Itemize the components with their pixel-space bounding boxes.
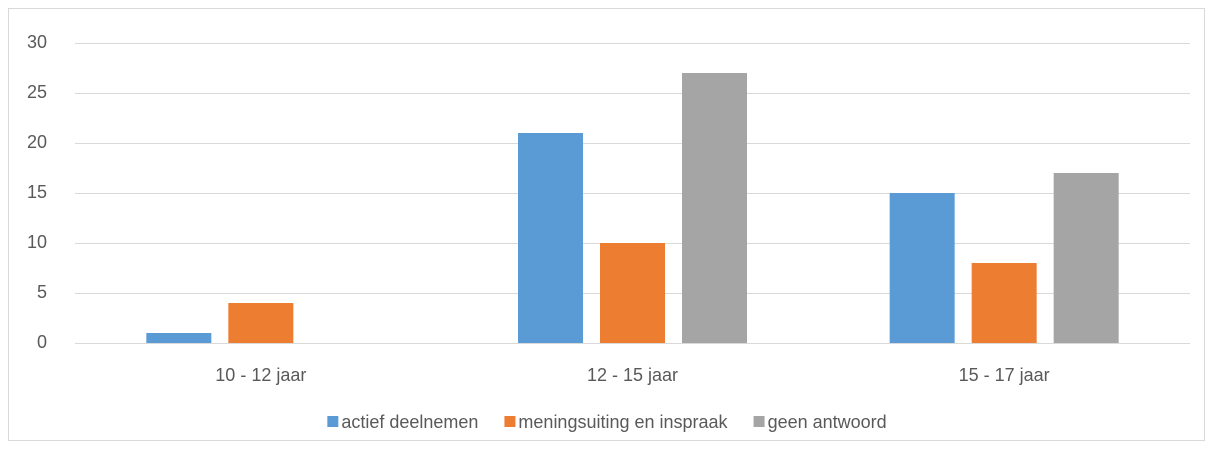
x-tick-label: 12 - 15 jaar <box>587 365 678 385</box>
bar <box>518 133 583 343</box>
y-tick-label: 0 <box>37 332 47 352</box>
legend-label: geen antwoord <box>768 412 887 432</box>
bar <box>682 73 747 343</box>
legend-swatch <box>504 416 516 427</box>
bar <box>1053 173 1119 343</box>
bar <box>228 303 294 343</box>
legend-label: meningsuiting en inspraak <box>518 412 728 432</box>
chart-border <box>8 8 1205 441</box>
legend-label: actief deelnemen <box>341 412 478 432</box>
y-tick-label: 15 <box>27 182 47 202</box>
y-tick-label: 25 <box>27 82 47 102</box>
bar <box>971 263 1037 343</box>
y-tick-label: 30 <box>27 32 47 52</box>
x-tick-label: 10 - 12 jaar <box>215 365 306 385</box>
bar <box>889 193 955 343</box>
bar <box>600 243 665 343</box>
legend-swatch <box>327 416 339 427</box>
bar <box>146 333 212 343</box>
y-tick-label: 10 <box>27 232 47 252</box>
legend-swatch <box>753 416 765 427</box>
x-tick-label: 15 - 17 jaar <box>959 365 1050 385</box>
y-tick-label: 5 <box>37 282 47 302</box>
y-tick-label: 20 <box>27 132 47 152</box>
